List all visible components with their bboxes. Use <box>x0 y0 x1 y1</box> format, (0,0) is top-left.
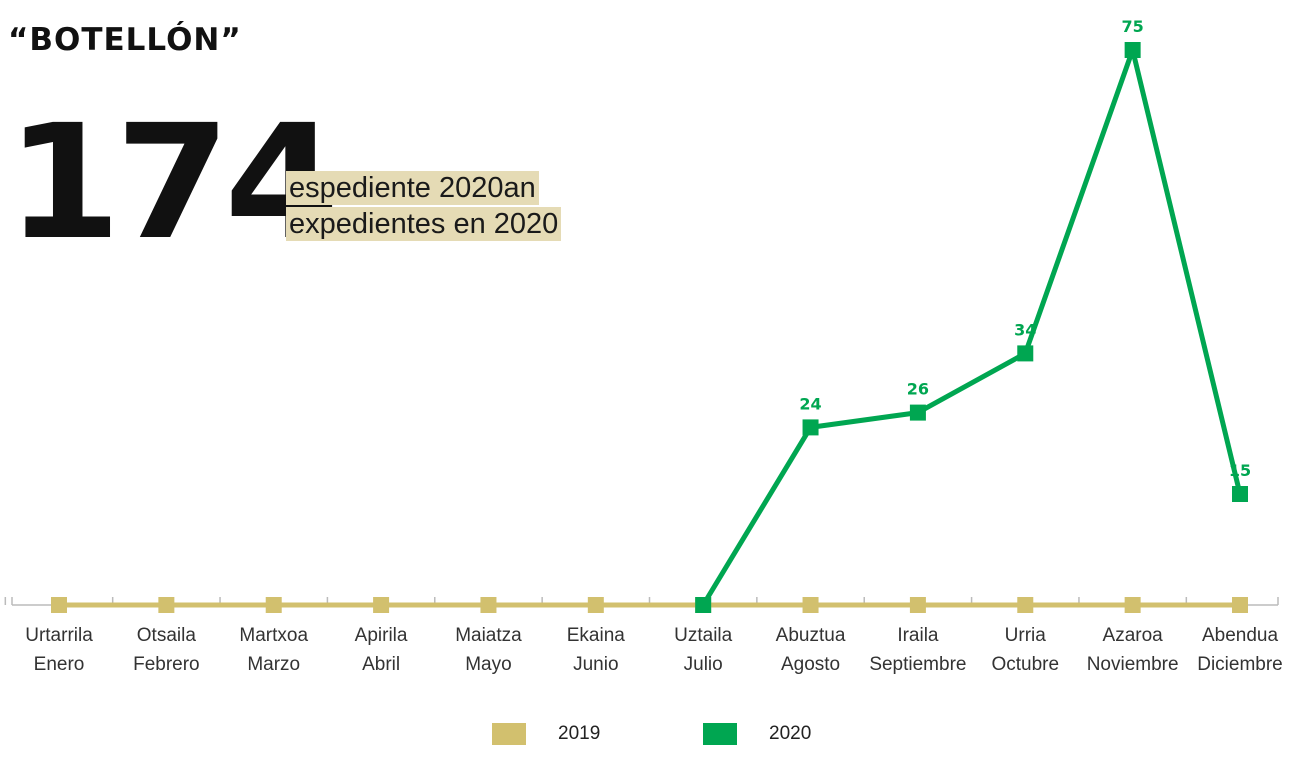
data-point-2019 <box>802 597 819 613</box>
x-tick-label: Febrero <box>133 654 200 675</box>
data-point-2019 <box>587 597 604 613</box>
total-count: 174 <box>6 91 340 275</box>
data-point-2019 <box>909 597 926 613</box>
x-tick-label: Junio <box>573 654 618 675</box>
legend-label-2020: 2020 <box>769 723 812 744</box>
data-point-2020 <box>802 419 819 436</box>
x-tick-label: Uztaila <box>674 625 733 646</box>
x-tick-label: Urtarrila <box>25 625 93 646</box>
subtitle-basque: espediente 2020an <box>286 171 539 205</box>
data-point-2019 <box>158 597 175 613</box>
legend-item-2020: 2020 <box>703 723 811 745</box>
data-point-2020 <box>1124 42 1141 58</box>
x-tick-label: Enero <box>34 654 85 675</box>
data-point-2019 <box>373 597 390 613</box>
data-point-2019 <box>51 597 67 613</box>
x-tick-label: Septiembre <box>869 654 966 675</box>
x-tick-label: Urria <box>1005 625 1047 646</box>
data-point-2019 <box>1017 597 1034 613</box>
x-tick-label: Mayo <box>465 654 511 675</box>
x-tick-label: Apirila <box>355 625 408 646</box>
x-tick-label: Diciembre <box>1197 654 1283 675</box>
data-point-2020 <box>695 597 712 613</box>
data-point-2019 <box>1124 597 1141 613</box>
x-tick-label: Abendua <box>1202 625 1279 646</box>
x-tick-label: Noviembre <box>1087 654 1179 675</box>
chart-title: “BOTELLÓN” <box>8 22 242 58</box>
series-line-2020 <box>701 47 1243 607</box>
data-label-2020: 34 <box>1014 320 1036 339</box>
x-tick-label: Martxoa <box>239 625 308 646</box>
data-label-2020: 15 <box>1229 461 1251 480</box>
x-tick-label: Iraila <box>897 625 939 646</box>
x-tick-label: Marzo <box>247 654 300 675</box>
data-label-2020: 26 <box>907 380 929 399</box>
subtitle-spanish: expedientes en 2020 <box>286 207 562 241</box>
x-tick-label: Ekaina <box>567 625 626 646</box>
data-point-2020 <box>909 404 926 421</box>
legend-swatch-2019 <box>492 723 526 745</box>
x-tick-label: Agosto <box>781 654 840 675</box>
data-point-2019 <box>480 597 497 613</box>
x-tick-label: Julio <box>684 654 723 675</box>
data-point-2020 <box>1017 345 1034 362</box>
subtitle-basque-text: espediente 2020an <box>286 171 539 205</box>
legend-swatch-2020 <box>703 723 737 745</box>
data-label-2020: 75 <box>1122 17 1144 36</box>
data-point-2019 <box>1232 597 1248 613</box>
x-tick-label: Maiatza <box>455 625 522 646</box>
legend-item-2019: 2019 <box>492 723 600 745</box>
data-point-2020 <box>1232 486 1248 502</box>
subtitle-spanish-text: expedientes en 2020 <box>286 207 562 241</box>
x-tick-label: Octubre <box>991 654 1059 675</box>
x-tick-label: Abuztua <box>776 625 846 646</box>
data-point-2019 <box>265 597 282 613</box>
legend-label-2019: 2019 <box>558 723 601 744</box>
x-tick-label: Abril <box>362 654 400 675</box>
x-tick-label: Otsaila <box>137 625 197 646</box>
x-tick-label: Azaroa <box>1103 625 1164 646</box>
data-label-2020: 24 <box>799 394 821 413</box>
